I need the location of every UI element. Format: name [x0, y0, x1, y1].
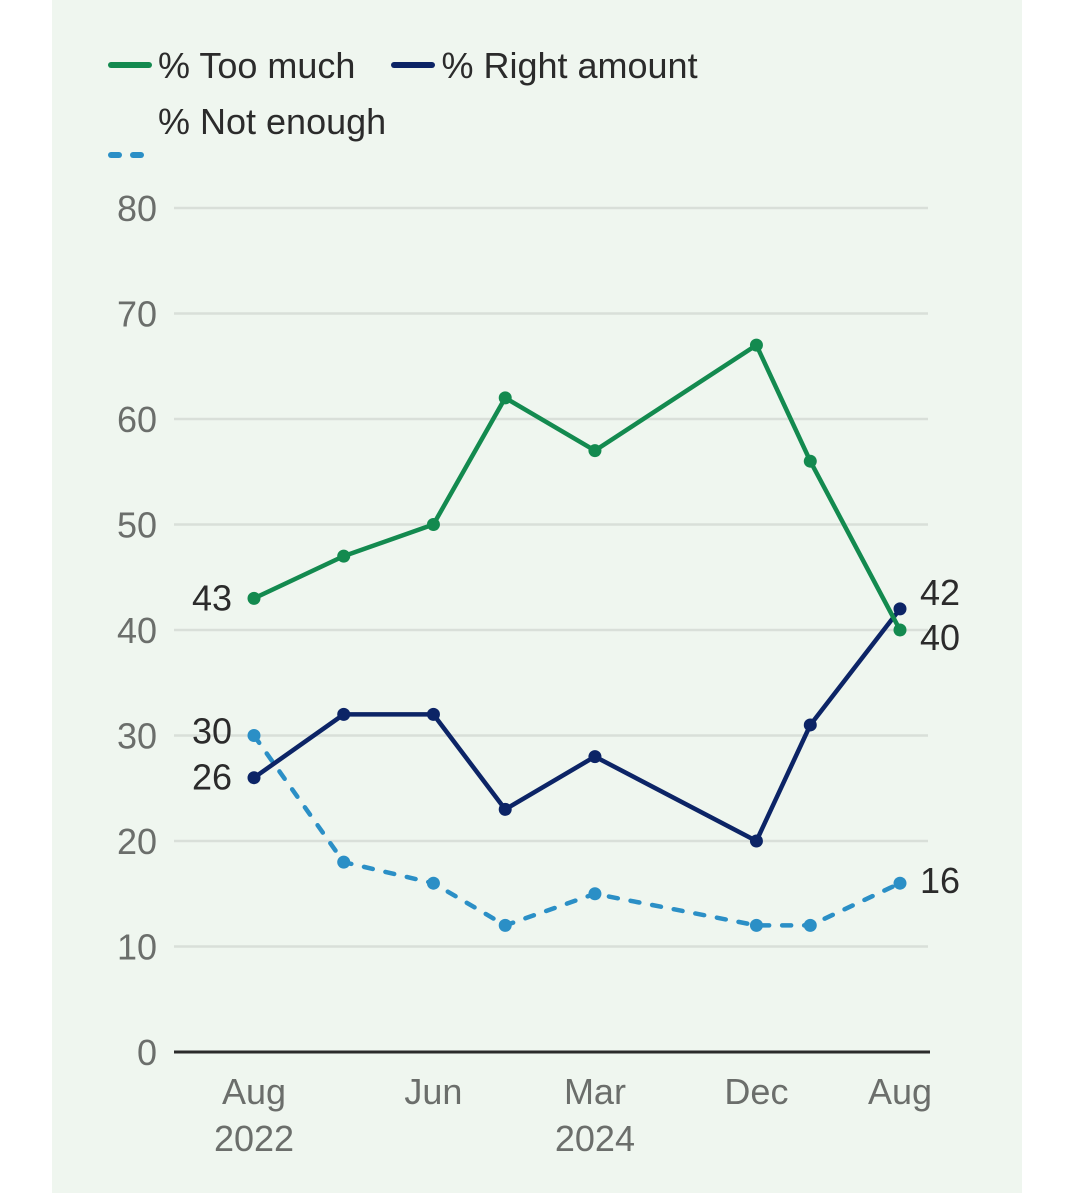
y-tick-label: 10 [117, 927, 157, 968]
x-tick-label-year: 2024 [555, 1118, 635, 1159]
series-line-not-enough [251, 733, 903, 928]
x-tick-label: Jun [404, 1071, 462, 1112]
x-tick-label-year: 2022 [214, 1118, 294, 1159]
legend-item-too-much: % Too much [108, 38, 355, 94]
y-tick-label: 50 [117, 505, 157, 546]
data-point-right-amount [803, 718, 817, 732]
data-point-not-enough [588, 887, 602, 901]
data-label-first-too-much: 43 [192, 577, 232, 618]
y-tick-label: 30 [117, 716, 157, 757]
legend-item-right-amount: % Right amount [391, 38, 698, 94]
data-point-too-much [498, 391, 512, 405]
y-tick-label: 80 [117, 188, 157, 229]
data-point-not-enough [247, 729, 261, 742]
chart-legend: % Too much % Right amount % Not enough [108, 38, 948, 159]
x-tick-label: Mar [564, 1071, 626, 1112]
data-point-right-amount [588, 750, 602, 764]
data-point-not-enough [749, 918, 763, 932]
data-label-last-not-enough: 16 [920, 860, 960, 901]
series-line-too-much [251, 342, 903, 633]
data-point-not-enough [803, 918, 817, 932]
legend-label-not-enough: % Not enough [158, 101, 387, 142]
data-point-too-much [588, 444, 602, 458]
data-point-right-amount [247, 771, 261, 785]
y-tick-label: 60 [117, 399, 157, 440]
chart-panel [52, 0, 1022, 1193]
series-line-right-amount [251, 606, 903, 844]
y-tick-label: 20 [117, 821, 157, 862]
data-point-right-amount [426, 707, 440, 721]
data-point-right-amount [893, 602, 907, 616]
data-label-first-right-amount: 26 [192, 757, 232, 798]
legend-label-too-much: % Too much [158, 45, 356, 86]
x-tick-label: Dec [724, 1071, 788, 1112]
data-label-first-not-enough: 30 [192, 711, 232, 752]
y-tick-label: 70 [117, 294, 157, 335]
legend-swatch-not-enough [108, 118, 152, 159]
data-point-too-much [247, 591, 261, 605]
legend-swatch-right-amount [391, 62, 436, 69]
y-tick-label: 40 [117, 610, 157, 651]
data-label-last-right-amount: 42 [920, 572, 960, 613]
data-point-not-enough [498, 918, 512, 932]
legend-item-not-enough: % Not enough [108, 94, 387, 159]
data-point-right-amount [749, 834, 763, 848]
data-point-right-amount [337, 707, 351, 721]
legend-swatch-too-much [108, 62, 152, 69]
y-tick-label: 0 [137, 1032, 157, 1073]
data-point-too-much [337, 549, 351, 563]
data-point-right-amount [498, 802, 512, 816]
data-point-not-enough [337, 855, 351, 869]
x-tick-label: Aug [222, 1071, 286, 1112]
data-point-too-much [893, 623, 907, 637]
data-label-last-too-much: 40 [920, 617, 960, 658]
legend-label-right-amount: % Right amount [441, 45, 698, 86]
data-point-not-enough [426, 876, 440, 890]
data-point-too-much [749, 338, 763, 352]
data-point-too-much [426, 518, 440, 531]
data-point-too-much [803, 454, 817, 468]
data-point-not-enough [893, 876, 907, 890]
x-tick-label: Aug [868, 1071, 932, 1112]
